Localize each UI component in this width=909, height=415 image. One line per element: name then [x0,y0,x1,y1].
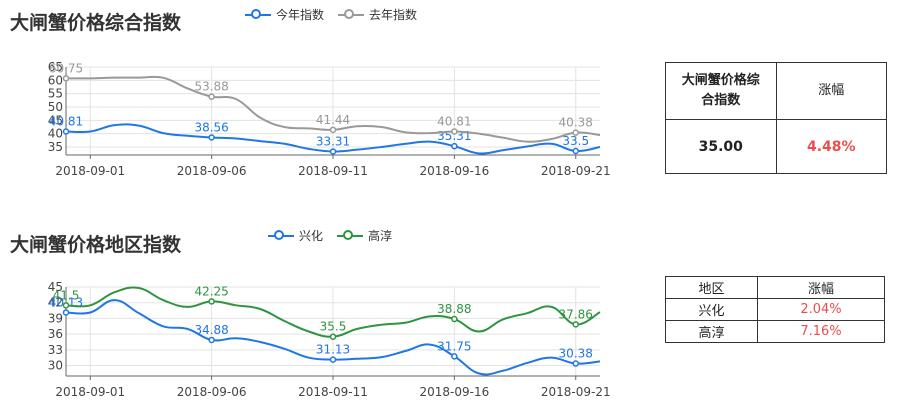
data-point [572,147,579,155]
y-tick-label: 50 [48,100,63,114]
region-name: 高淳 [665,320,758,343]
data-label: 40.81 [49,115,83,129]
table-header-index: 大闸蟹价格综合指数 [665,62,777,120]
data-point [451,315,458,323]
data-point [208,93,215,100]
data-point [208,298,215,305]
legend-label: 去年指数 [369,8,418,22]
data-point [572,321,579,328]
data-point [451,128,458,135]
composite-index-table: 大闸蟹价格综合指数 涨幅 35.00 4.48% [665,62,887,174]
legend-label: 高淳 [368,229,393,243]
x-tick-label: 2018-09-21 [541,164,611,178]
data-point [329,356,337,363]
data-label: 31.13 [316,343,350,357]
data-point [329,333,337,340]
x-tick-label: 2018-09-01 [55,385,125,399]
data-point [62,309,70,316]
x-tick-label: 2018-09-06 [177,385,247,399]
data-label: 53.88 [194,80,228,94]
data-point [208,336,215,344]
data-label: 30.38 [559,347,593,361]
data-label: 60.75 [49,61,83,75]
data-label: 34.88 [194,323,228,337]
legend-label: 今年指数 [276,8,325,22]
legend-item-this-year[interactable]: 今年指数 [245,6,324,23]
legend-circle-icon [268,229,294,243]
legend-item-xinghua[interactable]: 兴化 [268,227,323,244]
table-header-change: 涨幅 [775,62,887,120]
data-point [62,75,70,82]
x-tick-label: 2018-09-11 [298,385,368,399]
data-label: 41.44 [316,113,350,127]
x-tick-label: 2018-09-16 [419,385,489,399]
data-point [572,360,579,367]
data-point [572,129,579,136]
x-tick-label: 2018-09-11 [298,164,368,178]
legend-item-last-year[interactable]: 去年指数 [338,6,417,23]
y-tick-label: 45 [48,113,63,127]
legend-circle-icon [338,8,365,22]
data-label: 38.88 [437,302,471,316]
legend-circle-icon [337,229,364,243]
y-tick-label: 60 [48,73,63,87]
table-header-change: 涨幅 [756,276,886,299]
y-tick-label: 30 [48,359,63,373]
composite-index-title: 大闸蟹价格综合指数 [10,12,182,34]
data-label: 41.5 [53,288,80,302]
data-label: 37.86 [559,307,593,321]
y-tick-label: 35 [48,140,63,154]
regional-index-table: 地区 涨幅 兴化 2.04% 高淳 7.16% [665,276,886,343]
region-name: 兴化 [665,298,758,321]
data-label: 31.75 [437,339,471,353]
data-label: 33.5 [562,134,589,148]
index-value: 35.00 [665,119,777,174]
data-point [62,128,70,135]
data-label: 33.31 [316,135,350,149]
y-tick-label: 39 [48,311,63,325]
regional-legend: 兴化 高淳 [268,227,392,244]
data-label: 38.56 [194,121,228,135]
composite-legend: 今年指数 去年指数 [245,6,417,23]
table-row: 兴化 2.04% [665,298,886,321]
data-point [62,302,70,309]
data-point [329,148,337,155]
legend-item-gaochun[interactable]: 高淳 [337,227,392,244]
y-tick-label: 55 [48,87,63,101]
legend-circle-icon [245,8,271,22]
data-point [451,142,458,150]
data-label: 42.25 [194,284,228,298]
data-point [451,353,458,360]
x-tick-label: 2018-09-06 [177,164,247,178]
index-change: 4.48% [775,119,887,174]
table-row: 高淳 7.16% [665,320,886,343]
y-tick-label: 33 [48,343,63,357]
y-tick-label: 65 [48,60,63,74]
data-label: 40.81 [437,115,471,129]
data-label: 40.38 [559,116,593,130]
y-tick-label: 45 [48,280,63,294]
regional-index-title: 大闸蟹价格地区指数 [10,234,182,256]
x-tick-label: 2018-09-01 [55,164,125,178]
data-label: 35.5 [320,320,347,334]
y-tick-label: 42 [48,296,63,310]
region-change: 7.16% [756,320,886,343]
region-change: 2.04% [756,298,886,321]
table-header-region: 地区 [665,276,758,299]
y-tick-label: 36 [48,327,63,341]
x-tick-label: 2018-09-16 [419,164,489,178]
data-point [208,134,215,141]
y-tick-label: 40 [48,127,63,141]
data-point [329,126,337,134]
legend-label: 兴化 [299,229,324,243]
x-tick-label: 2018-09-21 [541,385,611,399]
